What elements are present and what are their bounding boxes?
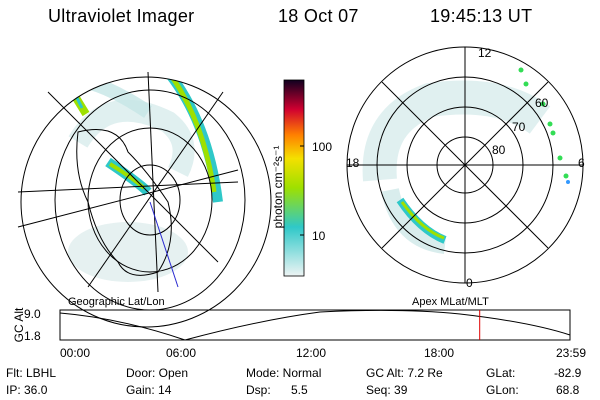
glat-label: GLat: — [486, 366, 516, 380]
mlt-label-18: 18 — [346, 156, 360, 170]
seq-readout: Seq: 39 — [366, 383, 408, 397]
mode-readout: Mode: Normal — [246, 366, 322, 380]
apex-aurora-image — [362, 80, 551, 254]
image-time: 19:45:13 UT — [430, 6, 533, 26]
mlat-label-60: 60 — [535, 96, 549, 110]
timeline-xtick-1: 06:00 — [166, 346, 197, 360]
timeline-xtick-2: 12:00 — [296, 346, 327, 360]
instrument-title: Ultraviolet Imager — [48, 6, 195, 26]
altitude-timeline — [59, 309, 571, 341]
glon-value: 68.8 — [556, 383, 580, 397]
mlt-label-0: 0 — [466, 276, 473, 290]
colorbar-tick-10: 10 — [312, 229, 326, 243]
door-readout: Door: Open — [126, 366, 189, 380]
apex-polar-map — [346, 46, 584, 284]
mlat-label-70: 70 — [512, 120, 526, 134]
dsp-value: 5.5 — [291, 383, 308, 397]
mlt-label-12: 12 — [478, 46, 492, 60]
timeline-ytick-high: 9.0 — [24, 307, 41, 321]
timeline-xtick-0: 00:00 — [60, 346, 91, 360]
colorbar — [283, 79, 305, 277]
filter-readout: Flt: LBHL — [6, 366, 57, 380]
glat-value: -82.9 — [554, 366, 582, 380]
colorbar-unit-label: photon cm⁻²s⁻¹ — [271, 145, 285, 229]
gain-readout: Gain: 14 — [126, 383, 172, 397]
timeline-xtick-4: 23:59 — [556, 346, 587, 360]
image-date: 18 Oct 07 — [278, 6, 359, 26]
gc-alt-readout: GC Alt: 7.2 Re — [366, 366, 443, 380]
mlat-label-80: 80 — [492, 143, 506, 157]
geo-caption: Geographic Lat/Lon — [68, 296, 165, 308]
colorbar-tick-100: 100 — [312, 140, 333, 154]
apex-grid — [346, 46, 584, 284]
timeline-xtick-3: 18:00 — [424, 346, 455, 360]
ip-readout: IP: 36.0 — [6, 383, 48, 397]
mlt-label-6: 6 — [578, 156, 585, 170]
timeline-ytick-low: 1.8 — [24, 329, 41, 343]
apex-caption: Apex MLat/MLT — [412, 296, 489, 308]
glon-label: GLon: — [486, 383, 519, 397]
geographic-map — [17, 71, 272, 328]
dsp-label: Dsp: — [246, 383, 271, 397]
